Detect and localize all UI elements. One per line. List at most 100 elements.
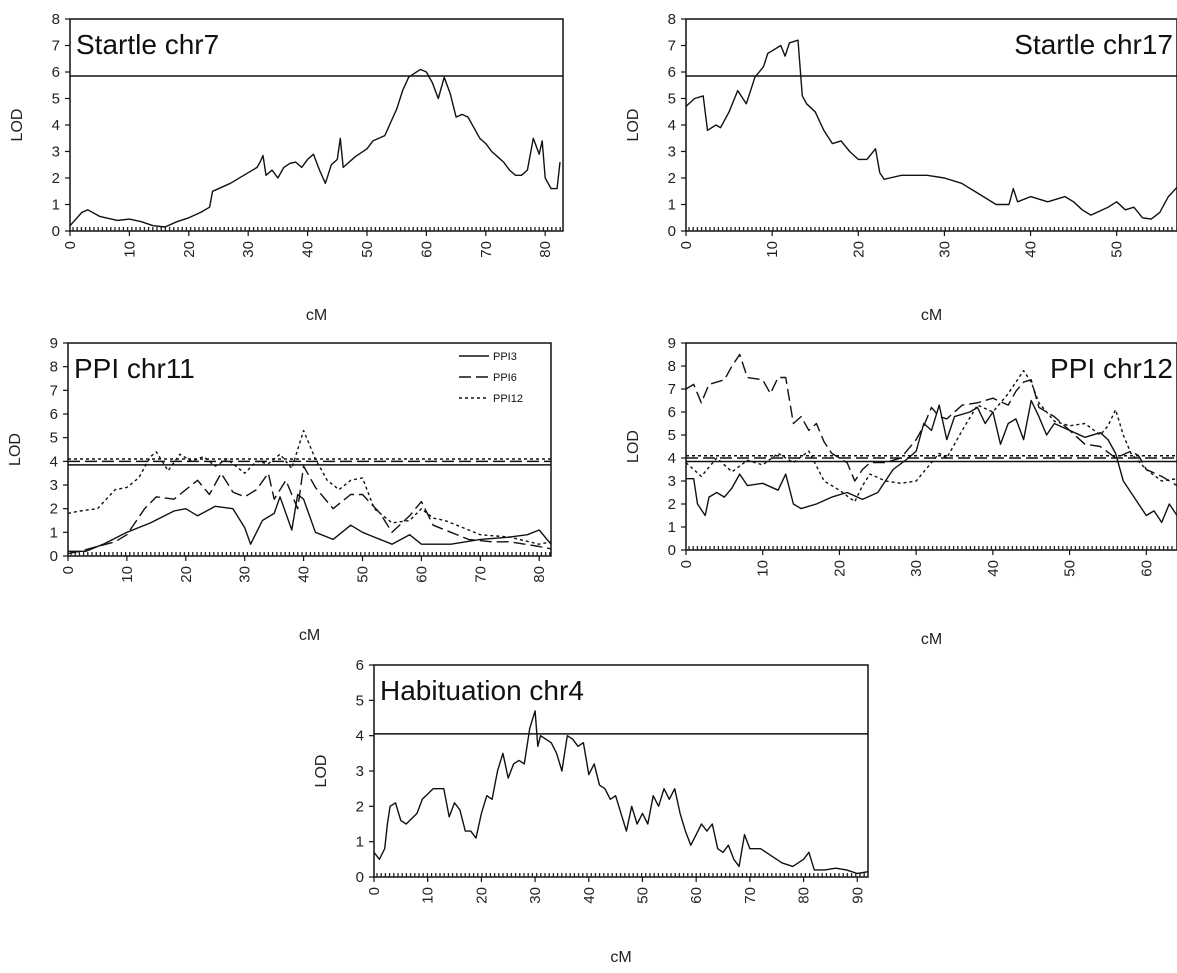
x-tick-label: 50 [359, 241, 376, 258]
panel-title: Startle chr17 [1014, 29, 1173, 60]
x-tick-label: 50 [634, 887, 651, 904]
x-tick-label: 60 [418, 241, 435, 258]
y-tick-label: 5 [356, 692, 364, 709]
x-tick-label: 10 [121, 241, 138, 258]
y-tick-label: 5 [668, 91, 676, 108]
y-tick-label: 9 [668, 335, 676, 352]
y-tick-label: 6 [52, 64, 60, 81]
x-tick-label: 30 [237, 566, 254, 583]
y-tick-label: 7 [668, 381, 676, 398]
y-tick-label: 6 [50, 406, 58, 423]
y-tick-label: 0 [668, 542, 676, 559]
y-axis-label: LOD [625, 430, 642, 463]
plot-frame [685, 342, 1177, 551]
x-tick-label: 50 [1062, 560, 1079, 577]
x-axis-label: cM [921, 631, 942, 648]
x-tick-label: 20 [178, 566, 195, 583]
x-tick-label: 60 [1138, 560, 1155, 577]
y-tick-label: 3 [668, 473, 676, 490]
legend-label: PPI12 [493, 393, 523, 405]
x-tick-label: 80 [531, 566, 548, 583]
x-tick-label: 20 [473, 887, 490, 904]
y-tick-label: 3 [668, 144, 676, 161]
y-tick-label: 7 [668, 38, 676, 55]
plot-frame [67, 342, 552, 557]
y-tick-label: 8 [668, 358, 676, 375]
x-axis-label: cM [306, 307, 327, 324]
y-tick-label: 9 [50, 335, 58, 352]
marker-rug [688, 546, 1173, 550]
y-tick-label: 7 [50, 382, 58, 399]
x-tick-label: 0 [62, 241, 79, 249]
y-tick-label: 5 [52, 91, 60, 108]
lod-series-line-2 [685, 353, 1177, 487]
x-tick-label: 40 [300, 241, 317, 258]
y-tick-label: 4 [50, 453, 58, 470]
y-tick-label: 2 [668, 496, 676, 513]
x-tick-label: 0 [60, 566, 77, 574]
lod-series-line-1 [686, 399, 1177, 524]
x-tick-label: 40 [1023, 241, 1040, 258]
x-tick-label: 10 [755, 560, 772, 577]
x-tick-label: 80 [796, 887, 813, 904]
x-tick-label: 70 [742, 887, 759, 904]
y-tick-label: 6 [668, 404, 676, 421]
y-tick-label: 4 [668, 117, 676, 134]
x-tick-label: 50 [355, 566, 372, 583]
y-tick-label: 4 [52, 117, 60, 134]
marker-rug [72, 227, 561, 231]
x-tick-label: 20 [850, 241, 867, 258]
chart-panel-3: 0 1 2 3 4 5 6 7 8 9 0 10 20 30 40 50 60 70 80 PPI chr11 LOD c… [7, 335, 552, 644]
panel-title: PPI chr12 [1050, 353, 1173, 384]
x-tick-label: 0 [678, 560, 695, 568]
y-axis-label: LOD [7, 433, 24, 466]
panel-title: Startle chr7 [76, 29, 219, 60]
x-tick-label: 10 [764, 241, 781, 258]
y-tick-label: 0 [52, 223, 60, 240]
marker-rug [70, 552, 551, 556]
x-tick-label: 60 [688, 887, 705, 904]
y-tick-label: 1 [50, 524, 58, 541]
lod-series-line-2 [67, 465, 552, 555]
panel-title: PPI chr11 [74, 353, 195, 384]
y-axis-label: LOD [313, 755, 330, 788]
y-tick-label: 2 [668, 170, 676, 187]
x-tick-label: 30 [908, 560, 925, 577]
y-tick-label: 2 [356, 798, 364, 815]
lod-series-line-1 [373, 710, 869, 875]
y-tick-label: 1 [668, 519, 676, 536]
x-tick-label: 40 [985, 560, 1002, 577]
lod-series-line-1 [685, 39, 1177, 220]
lod-series-line-3 [67, 429, 552, 545]
x-tick-label: 20 [831, 560, 848, 577]
y-tick-label: 1 [668, 197, 676, 214]
marker-rug [376, 873, 865, 877]
x-tick-label: 30 [240, 241, 257, 258]
x-tick-label: 50 [1109, 241, 1126, 258]
x-tick-label: 40 [581, 887, 598, 904]
x-tick-label: 90 [849, 887, 866, 904]
y-tick-label: 0 [356, 869, 364, 886]
y-tick-label: 8 [50, 359, 58, 376]
y-tick-label: 1 [356, 834, 364, 851]
x-tick-label: 70 [478, 241, 495, 258]
x-axis-label: cM [299, 627, 320, 644]
y-tick-label: 3 [356, 763, 364, 780]
legend-label: PPI6 [493, 372, 517, 384]
x-tick-label: 0 [366, 887, 383, 895]
marker-rug [688, 227, 1173, 231]
lod-series-line-1 [69, 68, 561, 228]
chart-panel-4: 0 1 2 3 4 5 6 7 8 9 0 10 20 30 40 50 60 PPI chr12 LOD cM [625, 335, 1177, 648]
x-tick-label: 0 [678, 241, 695, 249]
y-tick-label: 2 [52, 170, 60, 187]
y-tick-label: 8 [52, 11, 60, 28]
y-tick-label: 3 [50, 477, 58, 494]
x-tick-label: 10 [420, 887, 437, 904]
x-tick-label: 40 [296, 566, 313, 583]
x-tick-label: 10 [119, 566, 136, 583]
y-tick-label: 3 [52, 144, 60, 161]
lod-series-line-3 [685, 369, 1177, 503]
